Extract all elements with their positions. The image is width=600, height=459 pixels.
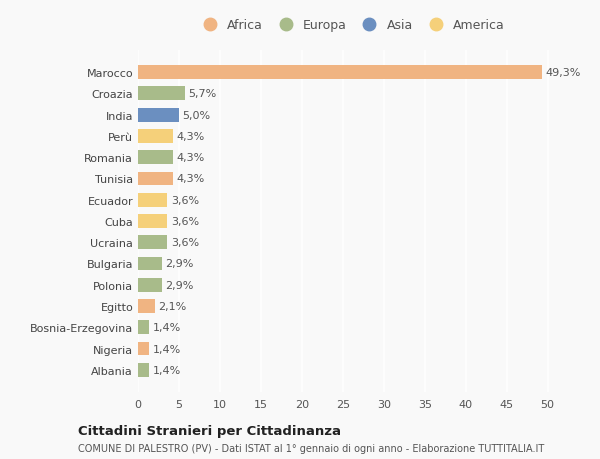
Text: COMUNE DI PALESTRO (PV) - Dati ISTAT al 1° gennaio di ogni anno - Elaborazione T: COMUNE DI PALESTRO (PV) - Dati ISTAT al … xyxy=(78,443,544,453)
Text: 3,6%: 3,6% xyxy=(171,217,199,226)
Text: Cittadini Stranieri per Cittadinanza: Cittadini Stranieri per Cittadinanza xyxy=(78,424,341,437)
Text: 4,3%: 4,3% xyxy=(176,174,205,184)
Bar xyxy=(138,299,155,313)
Text: 4,3%: 4,3% xyxy=(176,153,205,163)
Text: 5,0%: 5,0% xyxy=(182,110,211,120)
Bar xyxy=(138,363,149,377)
Text: 3,6%: 3,6% xyxy=(171,195,199,205)
Bar xyxy=(138,66,542,80)
Text: 1,4%: 1,4% xyxy=(153,344,181,354)
Bar xyxy=(138,151,173,165)
Text: 49,3%: 49,3% xyxy=(545,68,581,78)
Text: 2,9%: 2,9% xyxy=(165,259,193,269)
Bar xyxy=(138,257,162,271)
Text: 2,9%: 2,9% xyxy=(165,280,193,290)
Bar xyxy=(138,108,179,122)
Text: 4,3%: 4,3% xyxy=(176,132,205,141)
Bar xyxy=(138,342,149,356)
Bar xyxy=(138,321,149,335)
Bar xyxy=(138,130,173,144)
Text: 5,7%: 5,7% xyxy=(188,89,216,99)
Bar xyxy=(138,87,185,101)
Bar xyxy=(138,214,167,229)
Text: 1,4%: 1,4% xyxy=(153,365,181,375)
Text: 2,1%: 2,1% xyxy=(158,302,187,311)
Legend: Africa, Europa, Asia, America: Africa, Europa, Asia, America xyxy=(197,19,505,32)
Bar xyxy=(138,278,162,292)
Bar xyxy=(138,172,173,186)
Bar xyxy=(138,236,167,250)
Text: 3,6%: 3,6% xyxy=(171,238,199,248)
Bar xyxy=(138,193,167,207)
Text: 1,4%: 1,4% xyxy=(153,323,181,333)
